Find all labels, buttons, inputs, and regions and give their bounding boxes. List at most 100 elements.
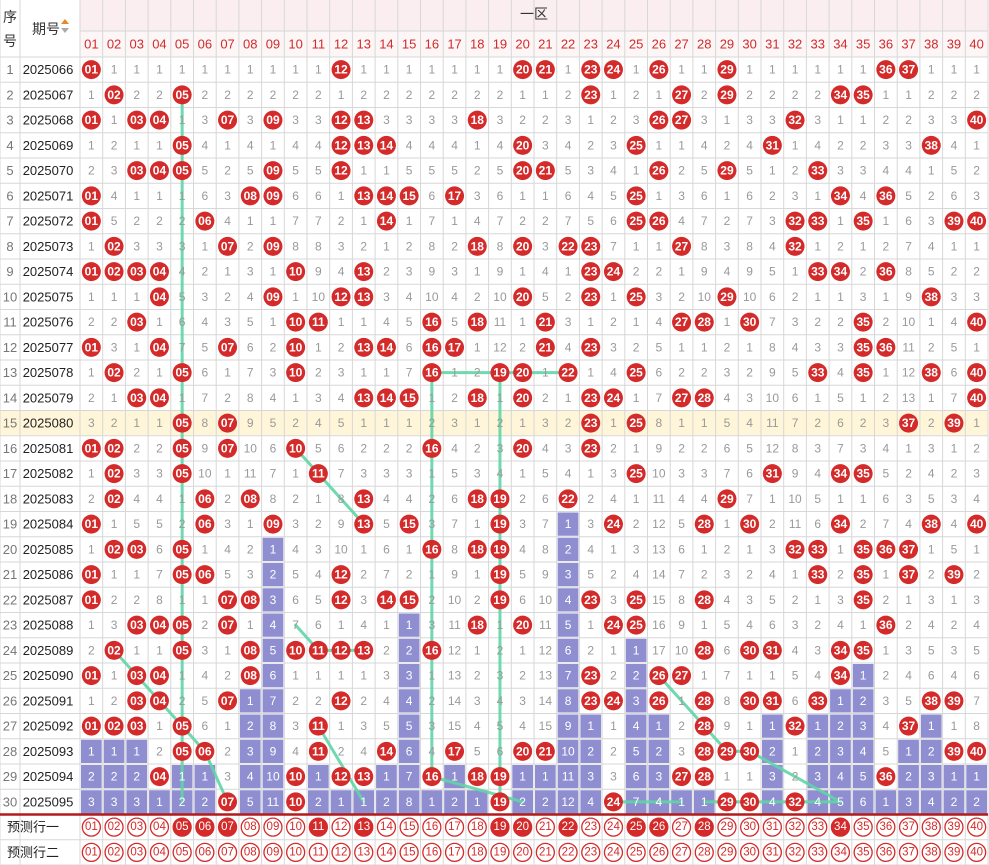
miss-count: 1 bbox=[338, 719, 345, 733]
miss-count: 1 bbox=[724, 517, 731, 531]
ball-number: 32 bbox=[788, 719, 802, 733]
miss-count: 4 bbox=[429, 138, 436, 152]
predict-ball bbox=[149, 842, 170, 863]
ball-number: 04 bbox=[153, 694, 167, 708]
miss-count: 7 bbox=[429, 214, 436, 228]
ball-number: 12 bbox=[334, 770, 348, 784]
miss-count: 3 bbox=[338, 366, 345, 380]
miss-count: 2 bbox=[315, 795, 322, 809]
miss-count: 5 bbox=[224, 568, 231, 582]
number-ball bbox=[830, 85, 850, 105]
miss-count: 3 bbox=[338, 239, 345, 253]
miss-count: 5 bbox=[973, 643, 980, 657]
miss-count: 2 bbox=[814, 416, 821, 430]
miss-count: 6 bbox=[202, 366, 209, 380]
miss-count: 3 bbox=[315, 113, 322, 127]
miss-count: 1 bbox=[973, 542, 980, 556]
miss-count: 4 bbox=[837, 366, 844, 380]
miss-count: 3 bbox=[905, 492, 912, 506]
ball-number: 35 bbox=[856, 315, 870, 329]
miss-count: 2 bbox=[951, 795, 958, 809]
miss-count: 2 bbox=[633, 265, 640, 279]
row-seq: 23 bbox=[3, 618, 17, 633]
predict-ball bbox=[694, 817, 714, 837]
miss-count: 3 bbox=[224, 517, 231, 531]
miss-count: 6 bbox=[406, 340, 413, 354]
predict-ball bbox=[808, 817, 828, 837]
miss-count: 5 bbox=[292, 164, 299, 178]
miss-count: 3 bbox=[610, 340, 617, 354]
miss-count: 2 bbox=[451, 391, 458, 405]
miss-bar bbox=[557, 512, 579, 536]
number-ball bbox=[331, 691, 351, 711]
miss-count: 1 bbox=[814, 63, 821, 77]
ball-number: 10 bbox=[289, 366, 303, 380]
miss-count: 4 bbox=[814, 467, 821, 481]
miss-count: 2 bbox=[451, 88, 458, 102]
number-ball bbox=[331, 110, 351, 130]
miss-bar bbox=[330, 790, 352, 814]
miss-count: 1 bbox=[315, 63, 322, 77]
miss-count: 2 bbox=[837, 719, 844, 733]
number-ball bbox=[467, 110, 487, 130]
number-ball bbox=[967, 312, 987, 332]
predict-ball bbox=[422, 842, 442, 863]
miss-bar bbox=[830, 714, 851, 738]
ball-number: 05 bbox=[175, 416, 189, 430]
number-ball bbox=[876, 767, 896, 787]
miss-count: 2 bbox=[315, 366, 322, 380]
number-ball bbox=[104, 489, 124, 509]
miss-bar bbox=[81, 739, 102, 763]
ball-number: 05 bbox=[175, 467, 189, 481]
number-ball bbox=[853, 211, 873, 231]
number-ball bbox=[876, 262, 896, 282]
miss-count: 6 bbox=[338, 441, 345, 455]
number-ball bbox=[830, 666, 850, 686]
column-header-23: 23 bbox=[584, 37, 598, 52]
row-seq: 26 bbox=[3, 693, 17, 708]
miss-count: 1 bbox=[338, 189, 345, 203]
miss-count: 2 bbox=[814, 618, 821, 632]
miss-count: 8 bbox=[792, 441, 799, 455]
miss-count: 1 bbox=[156, 138, 163, 152]
predict-ball bbox=[149, 817, 170, 837]
miss-count: 12 bbox=[766, 441, 780, 455]
miss-count: 2 bbox=[383, 265, 390, 279]
number-ball bbox=[513, 135, 533, 155]
miss-count: 9 bbox=[678, 618, 685, 632]
miss-count: 2 bbox=[701, 568, 708, 582]
column-header-11: 11 bbox=[312, 37, 326, 52]
number-ball bbox=[286, 262, 306, 282]
miss-bar bbox=[262, 714, 284, 738]
ball-number: 05 bbox=[175, 366, 189, 380]
ball-number: 36 bbox=[879, 340, 893, 354]
miss-count: 2 bbox=[133, 366, 140, 380]
miss-count: 4 bbox=[746, 138, 753, 152]
miss-count: 4 bbox=[383, 315, 390, 329]
miss-count: 1 bbox=[451, 366, 458, 380]
miss-count: 1 bbox=[360, 164, 367, 178]
miss-count: 1 bbox=[519, 643, 526, 657]
miss-count: 2 bbox=[111, 138, 118, 152]
row-seq: 12 bbox=[3, 340, 17, 355]
ball-number: 02 bbox=[107, 467, 121, 481]
miss-count: 3 bbox=[224, 315, 231, 329]
row-seq: 20 bbox=[3, 542, 17, 557]
miss-count: 5 bbox=[610, 189, 617, 203]
miss-count: 10 bbox=[561, 744, 575, 758]
number-ball bbox=[649, 211, 669, 231]
miss-count: 2 bbox=[429, 593, 436, 607]
ball-number: 07 bbox=[221, 593, 235, 607]
miss-count: 1 bbox=[88, 618, 95, 632]
miss-count: 5 bbox=[928, 643, 935, 657]
column-header-25: 25 bbox=[629, 37, 643, 52]
miss-count: 1 bbox=[315, 492, 322, 506]
row-issue: 2025077 bbox=[23, 340, 74, 355]
miss-count: 5 bbox=[814, 492, 821, 506]
miss-count: 1 bbox=[360, 315, 367, 329]
miss-count: 3 bbox=[814, 113, 821, 127]
ball-number: 33 bbox=[811, 568, 825, 582]
miss-count: 2 bbox=[973, 441, 980, 455]
miss-count: 2 bbox=[429, 492, 436, 506]
miss-count: 8 bbox=[701, 239, 708, 253]
